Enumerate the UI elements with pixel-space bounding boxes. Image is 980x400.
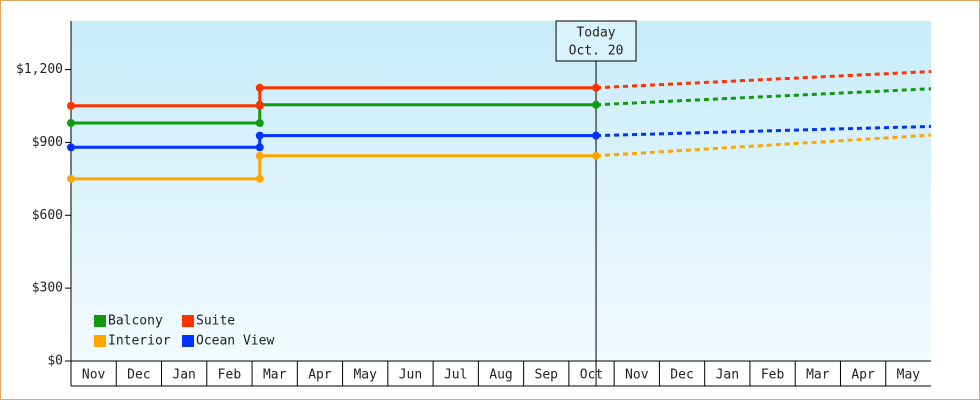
- point: [67, 143, 75, 152]
- forecast-line: [595, 133, 932, 158]
- point: [67, 174, 75, 183]
- x-tick-label: Jan: [172, 368, 195, 383]
- x-tick-label: Aug: [489, 368, 512, 383]
- forecast-line: [595, 87, 932, 107]
- x-tick-label: Dec: [670, 368, 693, 383]
- y-tick-label: $0: [47, 354, 63, 369]
- legend-label: Ocean View: [196, 334, 274, 349]
- y-tick-label: $900: [32, 135, 63, 150]
- point: [67, 119, 75, 127]
- x-tick-label: Feb: [761, 368, 785, 383]
- point: [255, 143, 264, 152]
- x-tick-label: May: [353, 368, 377, 383]
- x-tick-label: Nov: [82, 368, 106, 383]
- series-line: [71, 103, 597, 125]
- forecast-line: [596, 124, 932, 138]
- legend-label: Interior: [108, 334, 171, 349]
- legend-label: Suite: [196, 314, 235, 329]
- x-tick-label: Apr: [308, 368, 332, 383]
- point: [255, 119, 264, 127]
- legend-swatch: [182, 315, 194, 327]
- today-label: Oct. 20: [569, 44, 624, 59]
- legend-swatch: [94, 335, 106, 347]
- y-tick-label: $1,200: [16, 62, 63, 77]
- today-label: Today: [576, 26, 615, 41]
- today-box: [555, 20, 637, 62]
- point: [67, 101, 75, 110]
- x-tick-label: Oct: [580, 368, 603, 383]
- y-tick-label: $300: [32, 281, 63, 296]
- point: [255, 83, 264, 92]
- point: [255, 174, 264, 183]
- x-tick-label: Mar: [263, 368, 287, 383]
- series-line: [71, 86, 597, 108]
- x-tick-label: Jun: [399, 368, 422, 383]
- series-line: [71, 134, 597, 149]
- x-tick-label: Dec: [127, 368, 150, 383]
- legend-swatch: [94, 315, 106, 327]
- x-tick-label: Jul: [444, 368, 467, 383]
- series-line: [71, 154, 597, 181]
- x-tick-label: Sep: [535, 368, 559, 383]
- plot-area: [71, 21, 931, 361]
- x-tick-label: Apr: [851, 368, 875, 383]
- forecast-line: [595, 70, 932, 90]
- y-tick-label: $600: [32, 208, 63, 223]
- x-tick-label: May: [897, 368, 921, 383]
- point: [255, 151, 264, 160]
- legend-swatch: [182, 335, 194, 347]
- x-tick-label: Jan: [716, 368, 739, 383]
- point: [255, 131, 264, 140]
- x-tick-label: Nov: [625, 368, 649, 383]
- x-tick-label: Feb: [218, 368, 242, 383]
- x-tick-label: Mar: [806, 368, 830, 383]
- legend-label: Balcony: [108, 314, 163, 329]
- point: [255, 101, 264, 110]
